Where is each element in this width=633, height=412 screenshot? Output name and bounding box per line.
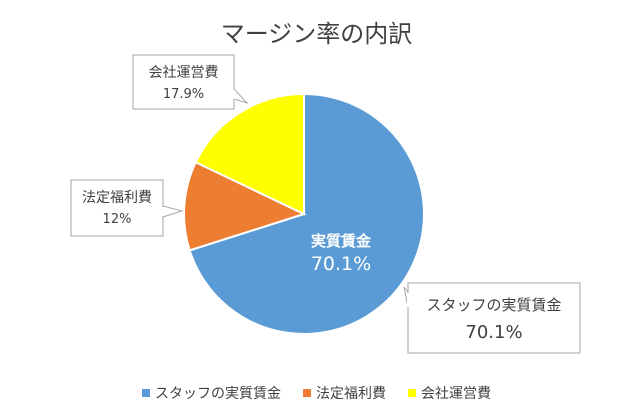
legend-swatch-2 — [408, 389, 416, 397]
callout-0: スタッフの実質賃金 70.1% — [403, 282, 581, 354]
inside-label-value: 70.1% — [311, 253, 371, 275]
data-label-value-0: 70.1% — [465, 322, 522, 343]
pie-slice-2 — [194, 92, 305, 216]
callout-box-2 — [132, 54, 235, 110]
callout-box-0 — [407, 282, 581, 354]
legend-label-0: スタッフの実質賃金 — [155, 386, 281, 402]
legend-label-2: 会社運営費 — [421, 386, 491, 402]
legend-swatch-0 — [142, 389, 150, 397]
legend-item-2: 会社運営費 — [408, 383, 491, 403]
legend-swatch-1 — [303, 389, 311, 397]
data-label-value-2: 17.9% — [163, 87, 204, 102]
data-label-name-0: スタッフの実質賃金 — [426, 296, 561, 314]
pie-slice-1 — [183, 160, 307, 252]
legend-item-0: スタッフの実質賃金 — [142, 383, 281, 403]
inside-label-name: 実質賃金 — [311, 232, 372, 250]
callout-2: 会社運営費 17.9% — [132, 54, 249, 110]
legend-label-1: 法定福利費 — [316, 386, 386, 402]
legend-item-1: 法定福利費 — [303, 383, 386, 403]
callout-pointer-1 — [162, 205, 184, 218]
data-label-name-2: 会社運営費 — [149, 65, 219, 81]
callout-pointer-2 — [233, 87, 249, 105]
chart-title: マージン率の内訳 — [220, 20, 413, 48]
data-label-name-1: 法定福利費 — [82, 190, 152, 206]
pie-slice-0 — [188, 92, 425, 335]
callout-1: 法定福利費 12% — [70, 179, 184, 237]
data-label-value-1: 12% — [103, 212, 132, 227]
callout-box-1 — [70, 179, 164, 237]
legend: スタッフの実質賃金 法定福利費 会社運営費 — [0, 383, 633, 403]
